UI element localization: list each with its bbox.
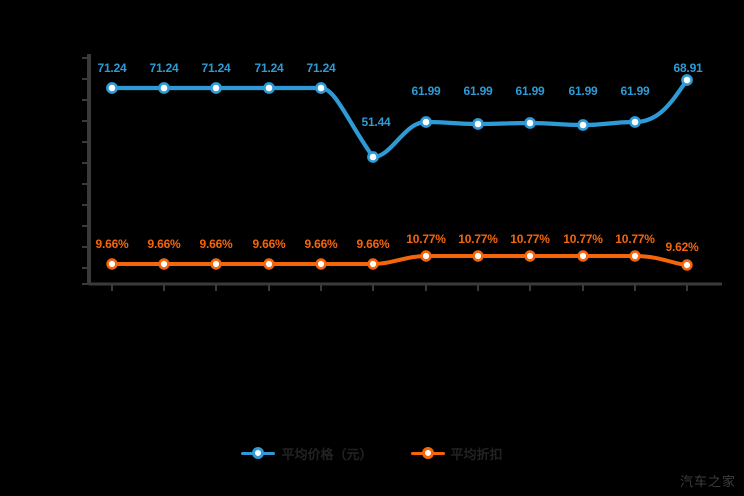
watermark-autohome: 汽车之家	[679, 475, 736, 490]
point-label: 10.77%	[510, 232, 550, 246]
point-label: 10.77%	[458, 232, 498, 246]
point-label: 9.62%	[665, 240, 699, 254]
y-axis	[82, 54, 91, 285]
point-label: 61.99	[620, 84, 650, 98]
x-axis-ticks	[111, 284, 688, 291]
legend-label-average-price: 平均价格（元）	[281, 446, 373, 462]
point-label: 10.77%	[406, 232, 446, 246]
point-label: 61.99	[568, 84, 598, 98]
point-label: 9.66%	[147, 237, 181, 251]
point-label: 9.66%	[356, 237, 390, 251]
point-label: 71.24	[254, 61, 284, 75]
point-label: 9.66%	[95, 237, 129, 251]
point-label: 61.99	[463, 84, 493, 98]
series-orange-markers	[106, 250, 693, 271]
legend-item-average-price[interactable]: 平均价格（元）	[241, 442, 373, 464]
point-label: 71.24	[201, 61, 231, 75]
point-label: 10.77%	[615, 232, 655, 246]
point-label: 61.99	[515, 84, 545, 98]
legend-item-average-discount[interactable]: 平均折扣	[410, 442, 503, 464]
point-label: 71.24	[149, 61, 179, 75]
point-label: 9.66%	[252, 237, 286, 251]
chart-legend: 平均价格（元） 平均折扣	[0, 440, 744, 466]
x-axis	[89, 282, 722, 291]
series-blue-point-labels: 71.24 71.24 71.24 71.24 71.24 51.44 61.9…	[97, 61, 703, 129]
point-label: 9.66%	[304, 237, 338, 251]
point-label: 71.24	[306, 61, 336, 75]
series-orange-discount: 9.66% 9.66% 9.66% 9.66% 9.66% 9.66% 10.7…	[95, 232, 699, 271]
series-blue-markers	[106, 74, 693, 163]
legend-marker-blue-icon	[241, 446, 276, 460]
series-orange-point-labels: 9.66% 9.66% 9.66% 9.66% 9.66% 9.66% 10.7…	[95, 232, 699, 254]
point-label: 71.24	[97, 61, 127, 75]
y-axis-ticks	[82, 57, 89, 285]
point-label: 68.91	[673, 61, 703, 75]
legend-marker-orange-icon	[410, 446, 445, 460]
point-label: 51.44	[361, 115, 391, 129]
series-blue-line	[109, 77, 690, 160]
legend-label-average-discount: 平均折扣	[450, 446, 503, 462]
series-blue-price: 71.24 71.24 71.24 71.24 71.24 51.44 61.9…	[97, 61, 703, 163]
point-label: 10.77%	[563, 232, 603, 246]
series-orange-line	[110, 253, 689, 267]
point-label: 9.66%	[199, 237, 233, 251]
point-label: 61.99	[411, 84, 441, 98]
